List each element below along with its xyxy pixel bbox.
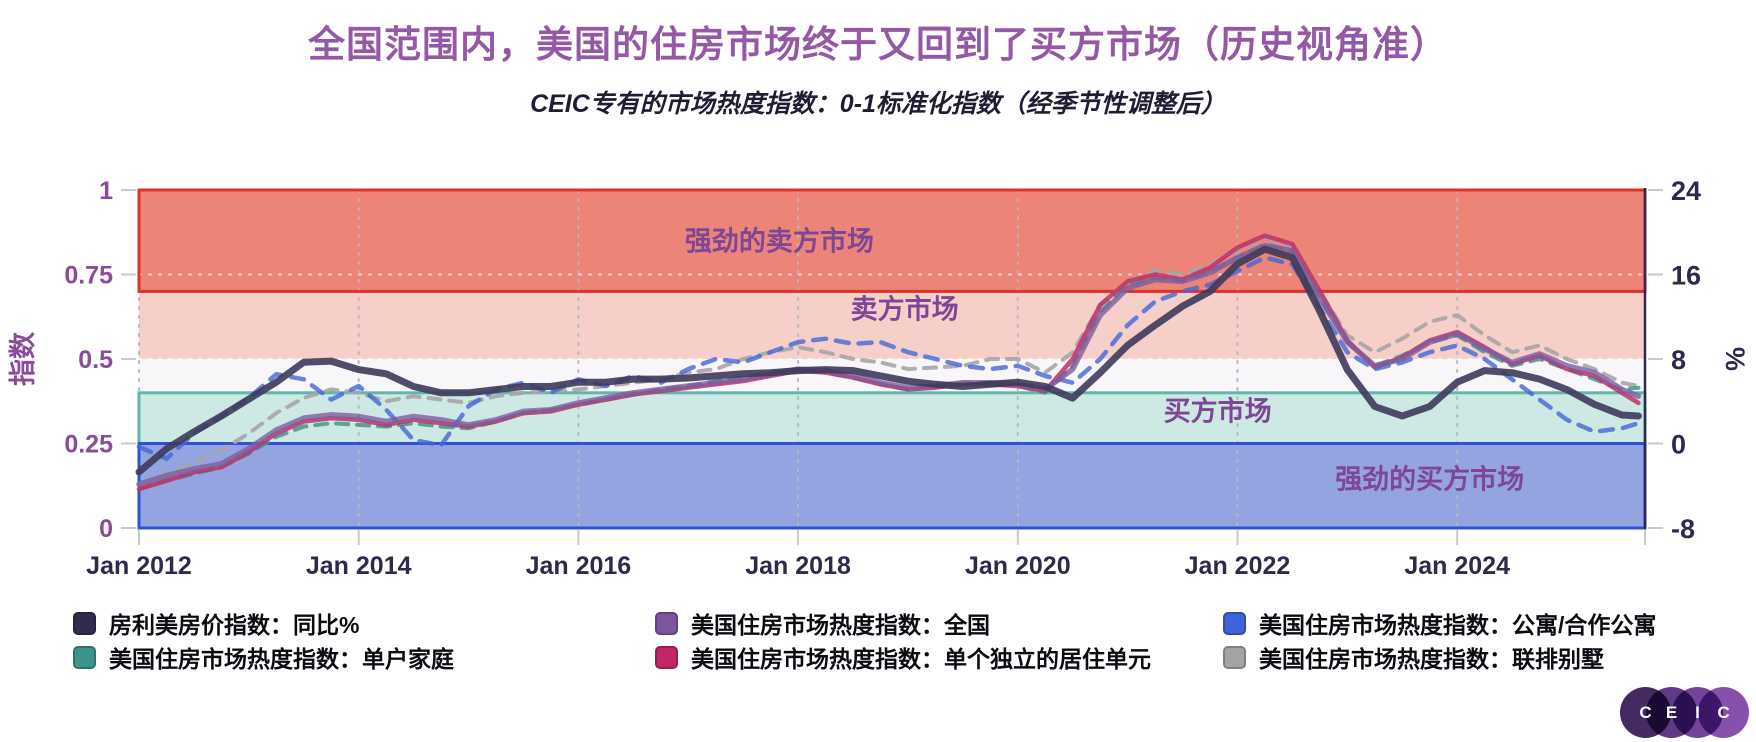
y-left-tick-label: 0.75 bbox=[64, 262, 113, 290]
y-right-tick-label: 0 bbox=[1671, 430, 1686, 460]
y-left-tick-label: 0.25 bbox=[64, 431, 113, 459]
legend-item-heat-single-unit: 美国住房市场热度指数：单个独立的居住单元 bbox=[655, 644, 1151, 672]
legend-swatch-heat-single-family bbox=[73, 645, 96, 669]
y-right-tick-label: 16 bbox=[1671, 261, 1701, 291]
y-right-tick-label: 8 bbox=[1671, 345, 1686, 375]
y-left-tick-label: 0 bbox=[99, 515, 113, 543]
logo-letter: C bbox=[1717, 702, 1730, 722]
y-axis-title-right: % bbox=[1720, 347, 1750, 371]
y-right-tick-label: 24 bbox=[1671, 176, 1701, 206]
market-band bbox=[139, 443, 1645, 528]
legend-label: 房利美房价指数：同比% bbox=[109, 612, 360, 638]
legend-item-heat-condo-coop: 美国住房市场热度指数：公寓/合作公寓 bbox=[1223, 610, 1656, 638]
legend-label: 美国住房市场热度指数：单个独立的居住单元 bbox=[691, 646, 1151, 672]
series-heat-condo-coop bbox=[136, 255, 1641, 461]
y-axis-title-left: 指数 bbox=[8, 331, 38, 386]
band-label: 强劲的卖方市场 bbox=[685, 225, 874, 256]
legend-label: 美国住房市场热度指数：联排别墅 bbox=[1259, 646, 1604, 672]
x-tick-label: Jan 2018 bbox=[745, 552, 851, 580]
legend-label: 美国住房市场热度指数：公寓/合作公寓 bbox=[1259, 612, 1657, 638]
x-tick-label: Jan 2016 bbox=[526, 552, 632, 580]
band-label: 买方市场 bbox=[1164, 395, 1272, 426]
market-band bbox=[139, 190, 1645, 292]
logo-circle bbox=[1698, 687, 1749, 738]
x-tick-label: Jan 2024 bbox=[1404, 552, 1510, 580]
legend-item-heat-single-family: 美国住房市场热度指数：单户家庭 bbox=[73, 644, 454, 672]
ceic-logo: C E I C bbox=[1620, 687, 1750, 738]
x-tick-label: Jan 2014 bbox=[306, 552, 412, 580]
logo-letter: I bbox=[1695, 702, 1700, 722]
x-tick-label: Jan 2022 bbox=[1185, 552, 1291, 580]
legend-swatch-fannie-yoy bbox=[73, 611, 96, 635]
series-fannie-yoy bbox=[135, 245, 1642, 476]
legend-swatch-heat-single-unit bbox=[655, 645, 678, 669]
legend-label: 美国住房市场热度指数：全国 bbox=[691, 612, 990, 638]
logo-letter: E bbox=[1665, 702, 1678, 722]
legend-swatch-heat-condo-coop bbox=[1223, 611, 1246, 635]
series-heat-national bbox=[136, 243, 1642, 487]
x-tick-label: Jan 2020 bbox=[965, 552, 1071, 580]
legend-swatch-heat-townhouse bbox=[1223, 645, 1246, 669]
legend-item-fannie-yoy: 房利美房价指数：同比% bbox=[73, 610, 359, 638]
y-left-tick-label: 1 bbox=[99, 177, 113, 205]
page-title: 全国范围内，美国的住房市场终于又回到了买方市场（历史视角准） bbox=[308, 24, 1448, 65]
legend-label: 美国住房市场热度指数：单户家庭 bbox=[109, 646, 454, 672]
band-label: 卖方市场 bbox=[851, 294, 959, 325]
legend-item-heat-townhouse: 美国住房市场热度指数：联排别墅 bbox=[1223, 644, 1604, 672]
legend-swatch-heat-national bbox=[655, 611, 678, 635]
y-right-tick-label: -8 bbox=[1671, 514, 1695, 544]
y-left-tick-label: 0.5 bbox=[78, 346, 113, 374]
series-heat-townhouse bbox=[137, 235, 1641, 487]
heat-index-chart: 指数 % 0 0.25 0.5 0.75 1 -8 0 8 16 24 Jan 2012 Jan 20… bbox=[8, 176, 1750, 580]
legend-item-heat-national: 美国住房市场热度指数：全国 bbox=[655, 610, 990, 638]
x-tick-label: Jan 2012 bbox=[86, 552, 192, 580]
logo-letter: C bbox=[1639, 702, 1652, 722]
page-subtitle: CEIC专有的市场热度指数：0-1标准化指数（经季节性调整后） bbox=[530, 90, 1226, 118]
band-label: 强劲的买方市场 bbox=[1335, 464, 1524, 495]
